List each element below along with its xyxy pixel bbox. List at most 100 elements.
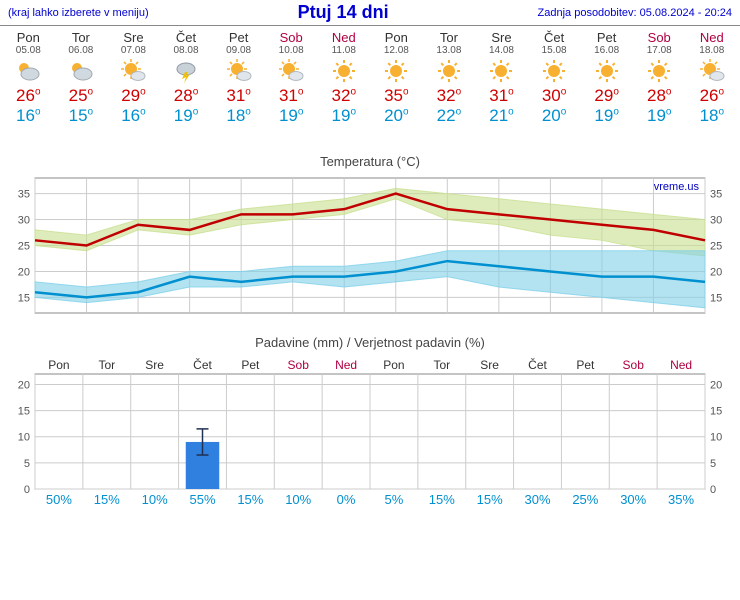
day-date: 06.08	[55, 45, 108, 56]
day-column: Pet16.0829o19o	[580, 30, 633, 126]
day-name: Pon	[370, 30, 423, 45]
svg-text:15%: 15%	[94, 492, 120, 507]
svg-text:5: 5	[710, 458, 716, 470]
svg-text:15: 15	[18, 292, 30, 304]
svg-text:Čet: Čet	[528, 357, 547, 372]
day-name: Sob	[265, 30, 318, 45]
temp-high: 26o	[2, 86, 55, 106]
temp-high: 31o	[475, 86, 528, 106]
svg-text:20: 20	[710, 266, 722, 278]
svg-text:15%: 15%	[477, 492, 503, 507]
day-name: Sre	[107, 30, 160, 45]
svg-text:0: 0	[710, 484, 716, 496]
day-date: 16.08	[580, 45, 633, 56]
weather-icon	[370, 56, 423, 86]
svg-text:35%: 35%	[668, 492, 694, 507]
weather-icon	[423, 56, 476, 86]
svg-text:15%: 15%	[429, 492, 455, 507]
svg-text:20: 20	[18, 266, 30, 278]
temp-high: 26o	[686, 86, 739, 106]
temp-low: 19o	[265, 106, 318, 126]
svg-text:Ned: Ned	[335, 358, 357, 372]
weather-icon	[160, 56, 213, 86]
svg-text:Pet: Pet	[241, 358, 260, 372]
svg-text:30: 30	[710, 215, 722, 227]
temperature-chart-section: Temperatura (°C) 15152020252530303535vre…	[0, 154, 740, 323]
day-date: 18.08	[686, 45, 739, 56]
temp-high: 32o	[317, 86, 370, 106]
day-name: Pet	[212, 30, 265, 45]
temp-high: 30o	[528, 86, 581, 106]
day-name: Čet	[528, 30, 581, 45]
day-column: Tor06.08 25o15o	[55, 30, 108, 126]
svg-text:vreme.us: vreme.us	[654, 181, 700, 193]
weather-icon	[580, 56, 633, 86]
weather-icon	[528, 56, 581, 86]
weather-icon	[633, 56, 686, 86]
day-date: 11.08	[317, 45, 370, 56]
svg-text:10: 10	[710, 432, 722, 444]
svg-text:30%: 30%	[524, 492, 550, 507]
day-date: 17.08	[633, 45, 686, 56]
temp-high: 32o	[423, 86, 476, 106]
precip-chart-title: Padavine (mm) / Verjetnost padavin (%)	[0, 335, 740, 350]
svg-text:0%: 0%	[337, 492, 356, 507]
svg-text:25: 25	[18, 241, 30, 253]
weather-icon	[686, 56, 739, 86]
temp-low: 18o	[686, 106, 739, 126]
forecast-days-row: Pon05.0826o16oTor06.0825o15oSre07.0829o1…	[0, 26, 740, 126]
temp-low: 18o	[212, 106, 265, 126]
svg-text:20: 20	[710, 379, 722, 391]
temp-low: 21o	[475, 106, 528, 126]
day-name: Ned	[317, 30, 370, 45]
svg-text:25: 25	[710, 241, 722, 253]
day-name: Tor	[55, 30, 108, 45]
svg-text:35: 35	[18, 189, 30, 201]
day-date: 10.08	[265, 45, 318, 56]
temp-high: 25o	[55, 86, 108, 106]
svg-text:30%: 30%	[620, 492, 646, 507]
day-column: Pon12.08 35o20o	[370, 30, 423, 126]
day-date: 09.08	[212, 45, 265, 56]
temp-low: 15o	[55, 106, 108, 126]
weather-icon	[107, 56, 160, 86]
location-hint[interactable]: (kraj lahko izberete v meniju)	[8, 7, 149, 19]
svg-text:Sre: Sre	[145, 358, 164, 372]
day-name: Ned	[686, 30, 739, 45]
svg-text:Ned: Ned	[670, 358, 692, 372]
day-column: Čet15.08 30o20o	[528, 30, 581, 126]
svg-text:50%: 50%	[46, 492, 72, 507]
svg-text:10: 10	[18, 432, 30, 444]
svg-text:Tor: Tor	[98, 358, 115, 372]
temp-low: 22o	[423, 106, 476, 126]
temp-high: 28o	[160, 86, 213, 106]
day-column: Ned11.08 32o19o	[317, 30, 370, 126]
svg-text:Sob: Sob	[288, 358, 310, 372]
temp-low: 20o	[528, 106, 581, 126]
day-name: Tor	[423, 30, 476, 45]
svg-text:5%: 5%	[385, 492, 404, 507]
day-date: 15.08	[528, 45, 581, 56]
weather-icon	[475, 56, 528, 86]
svg-text:10%: 10%	[285, 492, 311, 507]
temp-high: 35o	[370, 86, 423, 106]
svg-text:10%: 10%	[142, 492, 168, 507]
temp-high: 31o	[212, 86, 265, 106]
temp-low: 19o	[317, 106, 370, 126]
temp-low: 16o	[2, 106, 55, 126]
day-column: Sob17.0828o19o	[633, 30, 686, 126]
header: (kraj lahko izberete v meniju) Ptuj 14 d…	[0, 0, 740, 26]
svg-text:15%: 15%	[237, 492, 263, 507]
day-date: 05.08	[2, 45, 55, 56]
day-column: Sre07.0829o16o	[107, 30, 160, 126]
svg-text:20: 20	[18, 379, 30, 391]
day-date: 14.08	[475, 45, 528, 56]
temp-low: 20o	[370, 106, 423, 126]
svg-text:Čet: Čet	[193, 357, 212, 372]
temp-low: 19o	[160, 106, 213, 126]
temp-low: 16o	[107, 106, 160, 126]
day-date: 07.08	[107, 45, 160, 56]
svg-text:15: 15	[18, 406, 30, 418]
day-column: Ned18.08 26o18o	[686, 30, 739, 126]
day-date: 12.08	[370, 45, 423, 56]
